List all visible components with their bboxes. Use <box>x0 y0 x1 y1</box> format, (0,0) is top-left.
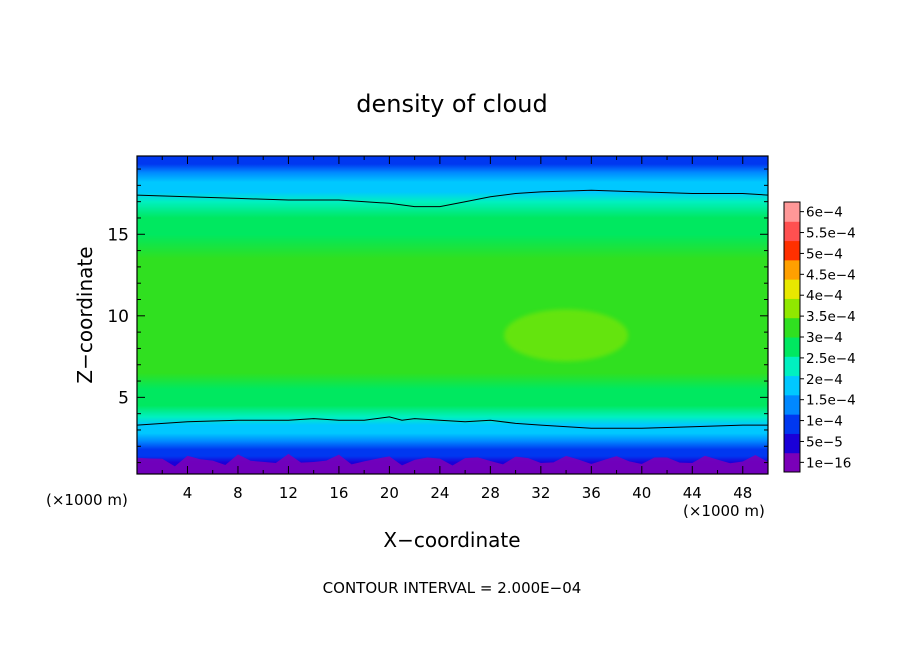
colorbar-swatch <box>784 298 800 319</box>
colorbar-label: 1.5e−4 <box>806 393 856 409</box>
colorbar-swatch <box>784 433 800 454</box>
colorbar-swatch <box>784 240 800 261</box>
x-axis-label: X−coordinate <box>383 528 520 552</box>
y-axis-label: Z−coordinate <box>73 246 97 383</box>
chart-title: density of cloud <box>356 90 547 118</box>
colorbar-swatch <box>784 221 800 242</box>
colorbar-swatch <box>784 375 800 396</box>
colorbar-label: 5e−4 <box>806 246 843 262</box>
colorbar-swatch <box>784 394 800 415</box>
colorbar-label: 3.5e−4 <box>806 309 856 325</box>
colorbar-label: 2.5e−4 <box>806 351 856 367</box>
x-tick-label: 20 <box>380 484 399 502</box>
field-overlays <box>137 309 768 474</box>
colorbar-swatch <box>784 202 800 222</box>
x-tick-label: 40 <box>632 484 651 502</box>
y-tick-label: 10 <box>107 307 129 327</box>
colorbar-label: 4e−4 <box>806 288 843 304</box>
colorbar-label: 1e−4 <box>806 414 843 430</box>
x-axis-ticks: 4 8 12 16 20 24 28 32 36 40 44 48 <box>161 156 752 502</box>
contour-line-2 <box>137 416 768 429</box>
colorbar-label: 3e−4 <box>806 330 843 346</box>
low-density-base <box>137 453 768 474</box>
density-maximum-region <box>504 309 629 362</box>
contour-lines <box>137 189 768 429</box>
x-tick-label: 32 <box>531 484 550 502</box>
colorbar-label: 1e−16 <box>806 455 851 471</box>
colorbar-swatch <box>784 452 800 473</box>
x-tick-label: 4 <box>183 484 193 502</box>
x-tick-label: 12 <box>279 484 298 502</box>
x-tick-label: 8 <box>233 484 243 502</box>
x-tick-label: 24 <box>430 484 449 502</box>
x-tick-label: 36 <box>582 484 601 502</box>
colorbar-label: 5.5e−4 <box>806 226 856 242</box>
colorbar-swatch <box>784 337 800 357</box>
x-tick-label: 16 <box>329 484 348 502</box>
colorbar-label: 5e−5 <box>806 434 843 450</box>
x-tick-label: 44 <box>683 484 702 502</box>
colorbar-swatch <box>784 317 800 338</box>
plot-area <box>137 156 768 474</box>
contour-interval-note: CONTOUR INTERVAL = 2.000E−04 <box>323 579 582 597</box>
colorbar-label: 4.5e−4 <box>806 267 856 283</box>
x-tick-label: 48 <box>733 484 752 502</box>
colorbar-swatch <box>784 279 800 299</box>
plot-frame <box>136 155 769 475</box>
colorbar: 1e−16 5e−5 1e−4 1.5e−4 2e−4 2.5e−4 3e−4 3.5e−4 4… <box>783 201 856 473</box>
contour-line-1 <box>137 189 768 208</box>
y-tick-label: 15 <box>107 225 129 245</box>
x-tick-label: 28 <box>481 484 500 502</box>
colorbar-label: 2e−4 <box>806 372 843 388</box>
y-axis-ticks: 5 10 15 <box>107 168 768 464</box>
colorbar-swatch <box>784 356 800 377</box>
colorbar-label: 6e−4 <box>806 205 843 221</box>
colorbar-swatch <box>784 259 800 280</box>
y-tick-label: 5 <box>118 388 129 408</box>
x-axis-unit-right: (×1000 m) <box>683 502 765 520</box>
x-axis-unit-left: (×1000 m) <box>46 491 128 509</box>
colorbar-swatch <box>784 414 800 434</box>
